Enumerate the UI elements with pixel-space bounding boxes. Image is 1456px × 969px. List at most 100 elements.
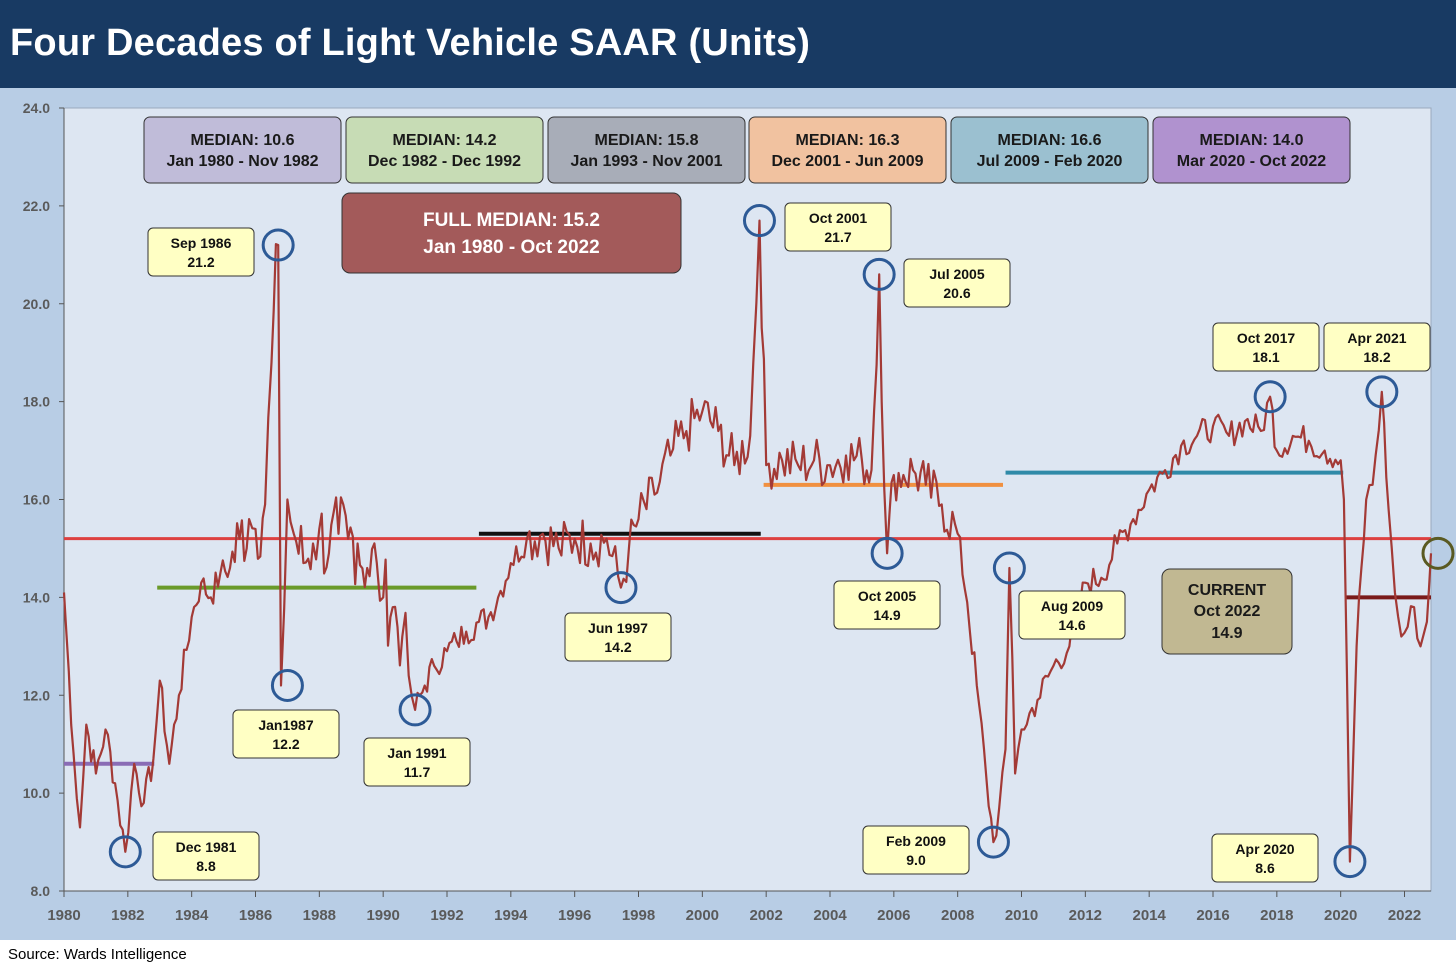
callout-value: 18.2 — [1363, 349, 1390, 365]
x-tick-label: 1998 — [622, 907, 655, 924]
x-tick-label: 1986 — [239, 907, 272, 924]
callout-box — [147, 227, 255, 277]
median-box-period: Jan 1993 - Nov 2001 — [570, 153, 722, 170]
current-label: CURRENT — [1188, 582, 1266, 599]
median-box-period: Dec 2001 - Jun 2009 — [771, 153, 923, 170]
y-tick-label: 8.0 — [31, 883, 51, 899]
median-box — [1152, 116, 1351, 184]
callout-box — [363, 737, 471, 787]
callout-box — [862, 825, 970, 875]
highlight-circle — [976, 825, 1010, 859]
callout-box — [1018, 590, 1126, 640]
callout-value: 21.7 — [824, 229, 851, 245]
source-note: Source: Wards Intelligence — [8, 946, 187, 963]
current-box — [1161, 568, 1293, 655]
x-tick-label: 1996 — [558, 907, 591, 924]
highlight-circle — [108, 835, 142, 869]
callout-value: 20.6 — [943, 285, 970, 301]
median-box — [345, 116, 544, 184]
x-tick-label: 2018 — [1260, 907, 1293, 924]
callout-label: Apr 2021 — [1347, 330, 1406, 346]
highlight-circle — [1365, 375, 1399, 409]
callout-value: 8.6 — [1255, 860, 1275, 876]
highlight-circle — [742, 204, 776, 238]
x-tick-label: 2022 — [1388, 907, 1421, 924]
median-box-period: Jul 2009 - Feb 2020 — [977, 153, 1123, 170]
callout-value: 9.0 — [906, 852, 926, 868]
highlight-circle — [398, 693, 432, 727]
callout-box — [903, 258, 1011, 308]
callout-value: 14.9 — [873, 607, 900, 623]
current-value: 14.9 — [1211, 625, 1242, 642]
callout-box — [1211, 833, 1319, 883]
highlight-circle — [1333, 845, 1367, 879]
callout-label: Oct 2005 — [858, 588, 917, 604]
median-box — [950, 116, 1149, 184]
median-box-period: Dec 1982 - Dec 1992 — [368, 153, 521, 170]
y-tick-label: 10.0 — [23, 785, 50, 801]
x-tick-label: 1982 — [111, 907, 144, 924]
full-median-label: FULL MEDIAN: 15.2 — [423, 210, 600, 231]
callout-label: Oct 2001 — [809, 210, 868, 226]
x-tick-label: 1980 — [47, 907, 80, 924]
median-box-period: Jan 1980 - Nov 1982 — [166, 153, 318, 170]
callout-box — [564, 612, 672, 662]
median-box-label: MEDIAN: 15.8 — [594, 132, 698, 149]
y-tick-label: 12.0 — [23, 687, 50, 703]
highlight-circle — [1253, 380, 1287, 414]
highlight-circle — [992, 551, 1026, 585]
callout-label: Jul 2005 — [929, 266, 984, 282]
full-median-period: Jan 1980 - Oct 2022 — [423, 237, 599, 258]
chart-title: Four Decades of Light Vehicle SAAR (Unit… — [10, 22, 811, 64]
x-tick-label: 2008 — [941, 907, 974, 924]
full-median-box — [341, 192, 682, 274]
current-circle — [1421, 536, 1455, 570]
callout-label: Jun 1997 — [588, 620, 648, 636]
callout-box — [232, 709, 340, 759]
x-tick-label: 2002 — [749, 907, 782, 924]
x-tick-label: 2012 — [1069, 907, 1102, 924]
x-tick-label: 2000 — [686, 907, 719, 924]
callout-value: 18.1 — [1252, 349, 1279, 365]
median-box — [143, 116, 342, 184]
callout-value: 12.2 — [272, 736, 299, 752]
highlight-circle — [270, 668, 304, 702]
median-box-label: MEDIAN: 16.6 — [997, 132, 1101, 149]
median-box — [547, 116, 746, 184]
callout-label: Jan 1991 — [387, 745, 446, 761]
callout-box — [784, 202, 892, 252]
callout-value: 14.2 — [604, 639, 631, 655]
callout-label: Aug 2009 — [1041, 598, 1103, 614]
callout-value: 14.6 — [1058, 617, 1085, 633]
x-tick-label: 2016 — [1196, 907, 1229, 924]
x-tick-label: 2010 — [1005, 907, 1038, 924]
callout-label: Oct 2017 — [1237, 330, 1296, 346]
callout-box — [152, 831, 260, 881]
y-tick-label: 20.0 — [23, 296, 50, 312]
x-tick-label: 2020 — [1324, 907, 1357, 924]
x-tick-label: 2004 — [813, 907, 847, 924]
highlight-circle — [604, 571, 638, 605]
median-box-period: Mar 2020 - Oct 2022 — [1177, 153, 1327, 170]
callout-box — [1212, 322, 1320, 372]
x-tick-label: 1994 — [494, 907, 528, 924]
highlight-circle — [862, 257, 896, 291]
callout-label: Sep 1986 — [171, 235, 232, 251]
series-line-saar — [62, 219, 1433, 863]
highlight-circle — [870, 536, 904, 570]
callout-label: Dec 1981 — [176, 839, 237, 855]
callout-value: 21.2 — [187, 254, 214, 270]
callout-label: Jan1987 — [258, 717, 313, 733]
title-bar: Four Decades of Light Vehicle SAAR (Unit… — [0, 0, 1456, 88]
callout-value: 11.7 — [404, 764, 431, 780]
x-tick-label: 1984 — [175, 907, 209, 924]
y-tick-label: 22.0 — [23, 198, 50, 214]
callout-value: 8.8 — [196, 858, 216, 874]
callout-label: Apr 2020 — [1235, 841, 1294, 857]
median-box-label: MEDIAN: 14.2 — [392, 132, 496, 149]
y-tick-label: 14.0 — [23, 589, 50, 605]
plot-area — [63, 107, 1432, 892]
highlight-circle — [261, 228, 295, 262]
median-box-label: MEDIAN: 16.3 — [795, 132, 899, 149]
